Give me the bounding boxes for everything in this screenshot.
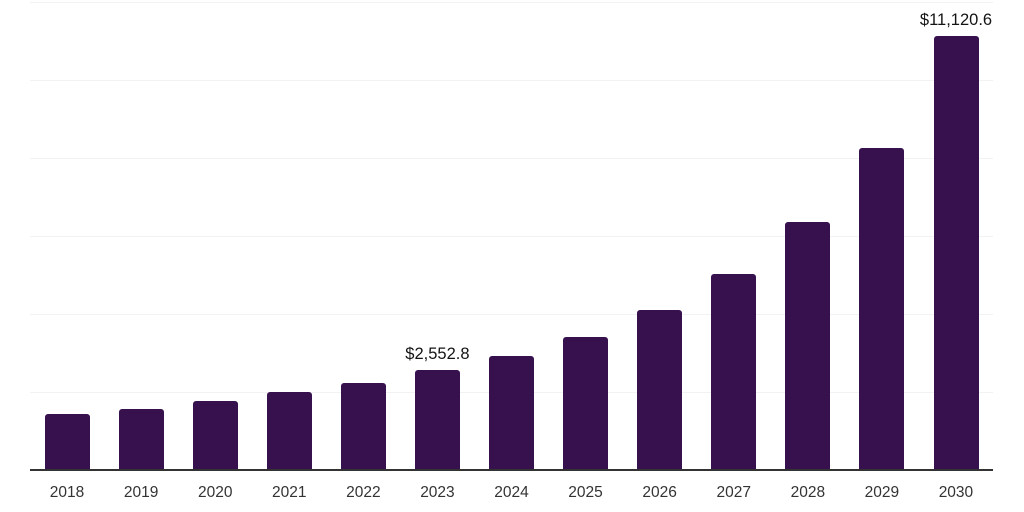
bar-2029: [859, 148, 905, 470]
x-tick-2022: 2022: [346, 484, 381, 501]
x-tick-2023: 2023: [420, 484, 455, 501]
bar-2025: [563, 336, 609, 470]
bar-2026: [637, 309, 683, 470]
x-tick-2029: 2029: [864, 484, 900, 501]
bar-2020: [192, 400, 238, 470]
gridline-8000: [30, 158, 993, 159]
bar-2021: [266, 391, 312, 470]
plot-area: $2,552.8 $11,120.6: [30, 2, 993, 471]
value-label-2023: $2,552.8: [405, 345, 470, 364]
x-tick-2026: 2026: [642, 484, 677, 501]
x-tick-2028: 2028: [790, 484, 826, 501]
gridline-6000: [30, 236, 993, 237]
bar-2018: [44, 414, 90, 470]
x-tick-2025: 2025: [568, 484, 603, 501]
gridline-12000: [30, 2, 993, 3]
bar-2028: [785, 221, 831, 470]
bar-2019: [118, 408, 164, 470]
x-tick-2027: 2027: [716, 484, 751, 501]
x-axis-line: [30, 469, 993, 471]
bar-2024: [489, 356, 534, 470]
gridline-4000: [30, 314, 993, 315]
value-label-2030: $11,120.6: [919, 11, 993, 30]
x-tick-2021: 2021: [271, 484, 307, 501]
bar-2027: [711, 273, 757, 470]
x-tick-2019: 2019: [123, 484, 159, 501]
bar-2030: [933, 36, 979, 470]
x-axis-tick-labels: 2018 2019 2020 2021 2022 2023 2024 2025 2026 2027…: [30, 483, 993, 505]
gridline-10000: [30, 80, 993, 81]
x-tick-2030: 2030: [938, 484, 974, 501]
x-tick-2024: 2024: [494, 484, 529, 501]
x-tick-2020: 2020: [197, 484, 233, 501]
x-tick-2018: 2018: [49, 484, 85, 501]
bar-2023: [414, 370, 460, 470]
bar-2022: [340, 383, 386, 470]
